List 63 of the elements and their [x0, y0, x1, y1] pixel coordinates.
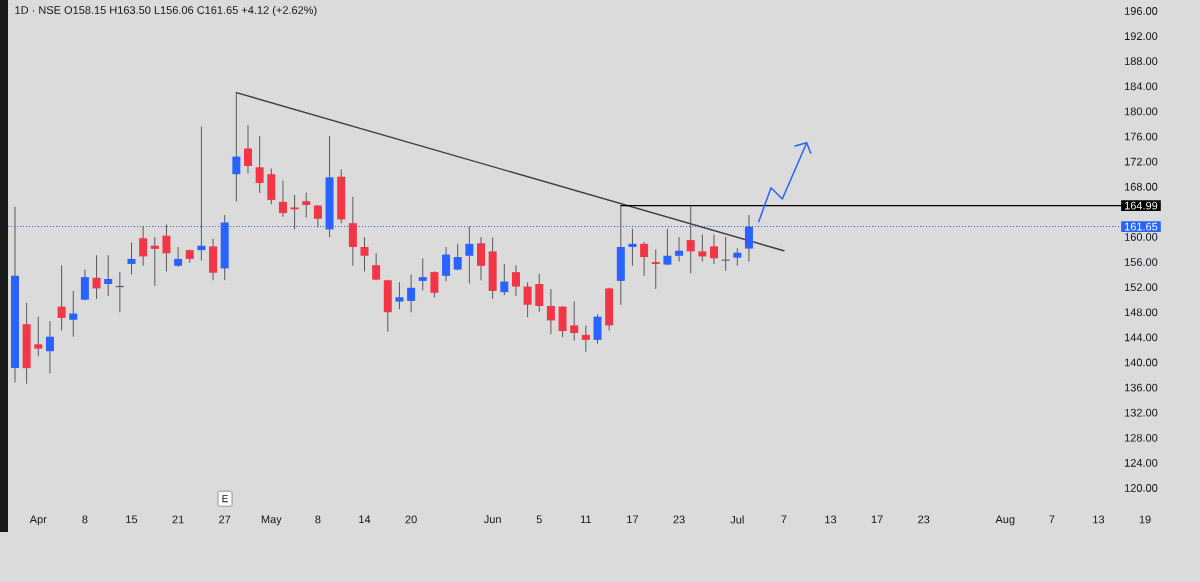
chart-title: 1D · NSE O158.15 H163.50 L156.06 C161.65 +4.12 (+2.62%)	[15, 5, 317, 17]
y-tick-label: 144.00	[1124, 333, 1158, 342]
candlestick	[418, 257, 427, 291]
candlestick	[698, 233, 707, 262]
candlestick	[127, 242, 136, 276]
candlestick	[675, 236, 684, 262]
y-tick-label: 196.00	[1124, 7, 1158, 15]
x-tick-label: 7	[781, 515, 787, 524]
x-tick-label: 8	[82, 515, 88, 524]
candlestick	[581, 324, 590, 353]
x-tick-label: 21	[172, 515, 184, 524]
x-tick-label: 13	[825, 515, 837, 524]
y-tick-label: 124.00	[1124, 459, 1158, 467]
y-tick-label: 156.00	[1124, 258, 1158, 266]
y-tick-label: 172.00	[1124, 157, 1158, 166]
y-tick-label: 180.00	[1124, 107, 1158, 116]
x-tick-label: 15	[126, 515, 138, 524]
y-tick-label: 120.00	[1124, 484, 1158, 492]
x-tick-label: 17	[871, 515, 883, 524]
x-tick-label: 7	[1049, 515, 1055, 524]
candlestick	[686, 205, 695, 274]
candlestick	[360, 236, 369, 272]
x-tick-label: 13	[1093, 515, 1105, 524]
ref-line-label: 161.65	[1124, 222, 1158, 231]
x-tick-label: 27	[219, 515, 231, 524]
x-tick-label: 17	[627, 515, 639, 524]
candlestick	[69, 290, 78, 338]
y-tick-label: 168.00	[1124, 182, 1158, 191]
x-tick-label: 23	[918, 515, 930, 524]
x-tick-label: 23	[673, 515, 685, 524]
candlestick	[34, 316, 43, 357]
candlestick	[150, 236, 159, 287]
y-tick-label: 132.00	[1124, 408, 1158, 417]
candlestick	[628, 228, 637, 267]
x-tick-label: 14	[359, 515, 371, 524]
x-tick-label: 20	[405, 515, 417, 524]
x-tick-label: Apr	[29, 515, 47, 526]
candlestick	[395, 281, 404, 310]
x-tick-label: Aug	[995, 515, 1015, 526]
x-tick-label: May	[261, 515, 282, 526]
y-tick-label: 136.00	[1124, 383, 1158, 392]
x-tick-label: 19	[1139, 515, 1151, 524]
series-label: 164.99	[1124, 201, 1158, 210]
y-tick-label: 128.00	[1124, 433, 1158, 442]
y-tick-label: 192.00	[1124, 32, 1158, 40]
y-tick-label: 176.00	[1124, 132, 1158, 141]
candlestick	[290, 194, 299, 230]
y-tick-label: 160.00	[1124, 233, 1158, 241]
candlestick	[302, 191, 311, 218]
y-tick-label: 152.00	[1124, 283, 1158, 292]
text: E	[222, 495, 228, 503]
x-tick-label: 11	[580, 515, 592, 524]
y-tick-label: 188.00	[1124, 57, 1158, 66]
y-tick-label: 140.00	[1124, 358, 1158, 367]
candlestick	[651, 249, 660, 290]
x-tick-label: Jul	[730, 515, 744, 524]
x-tick-label: 8	[315, 515, 321, 524]
candlestick	[104, 254, 113, 297]
x-tick-label: Jun	[483, 515, 501, 524]
candlestick	[570, 301, 579, 342]
y-tick-label: 148.00	[1124, 308, 1158, 317]
x-tick-label: 5	[536, 515, 542, 524]
y-tick-label: 184.00	[1124, 82, 1158, 91]
